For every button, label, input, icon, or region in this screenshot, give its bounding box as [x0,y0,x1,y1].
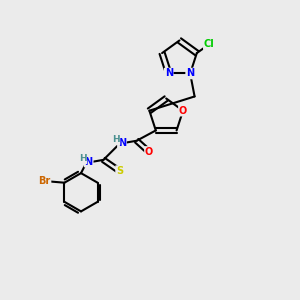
Text: Cl: Cl [204,39,214,49]
Text: Br: Br [38,176,50,186]
Text: N: N [85,157,93,166]
Text: O: O [145,147,153,157]
Text: S: S [116,166,123,176]
Text: H: H [79,154,86,164]
Text: N: N [186,68,194,79]
Text: N: N [165,68,173,79]
Text: H: H [112,135,120,144]
Text: O: O [179,106,187,116]
Text: N: N [118,137,126,148]
